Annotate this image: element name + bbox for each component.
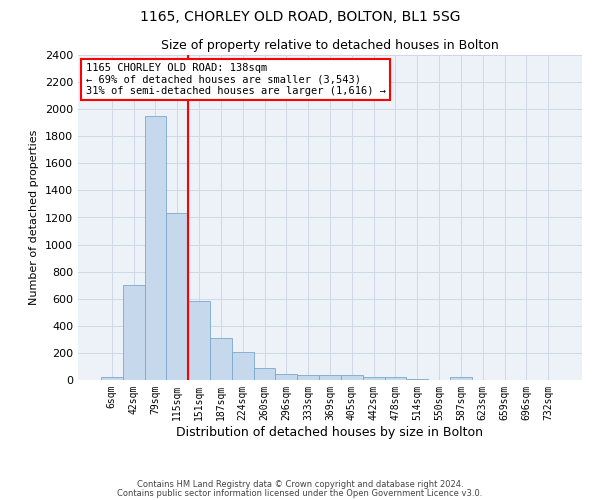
Bar <box>341 376 363 380</box>
Bar <box>297 375 319 380</box>
Bar <box>363 378 385 380</box>
Text: Contains HM Land Registry data © Crown copyright and database right 2024.: Contains HM Land Registry data © Crown c… <box>137 480 463 489</box>
Bar <box>406 379 428 380</box>
Bar <box>123 285 145 380</box>
Bar <box>385 377 406 380</box>
Text: Contains public sector information licensed under the Open Government Licence v3: Contains public sector information licen… <box>118 488 482 498</box>
Bar <box>166 214 188 380</box>
Bar <box>188 302 210 380</box>
Text: 1165, CHORLEY OLD ROAD, BOLTON, BL1 5SG: 1165, CHORLEY OLD ROAD, BOLTON, BL1 5SG <box>140 10 460 24</box>
Y-axis label: Number of detached properties: Number of detached properties <box>29 130 40 305</box>
Bar <box>210 338 232 380</box>
Bar <box>319 375 341 380</box>
Bar <box>145 116 166 380</box>
Bar <box>101 378 123 380</box>
Text: 1165 CHORLEY OLD ROAD: 138sqm
← 69% of detached houses are smaller (3,543)
31% o: 1165 CHORLEY OLD ROAD: 138sqm ← 69% of d… <box>86 63 386 96</box>
Bar <box>254 368 275 380</box>
Bar <box>450 378 472 380</box>
Bar <box>232 352 254 380</box>
Bar <box>275 374 297 380</box>
Title: Size of property relative to detached houses in Bolton: Size of property relative to detached ho… <box>161 40 499 52</box>
X-axis label: Distribution of detached houses by size in Bolton: Distribution of detached houses by size … <box>176 426 484 438</box>
